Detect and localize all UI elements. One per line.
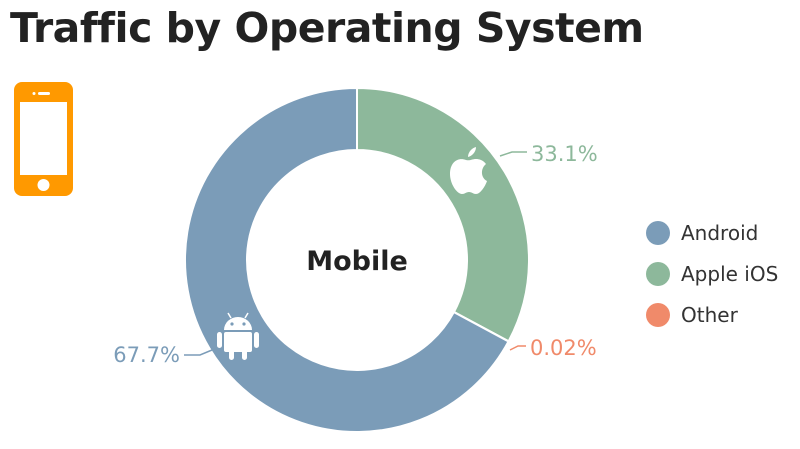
slice-android [184, 86, 510, 433]
legend-label: Android [681, 220, 759, 245]
slice-apple-ios [356, 86, 530, 343]
smartphone-icon [14, 82, 73, 196]
legend-swatch [646, 261, 670, 286]
legend-swatch [646, 220, 670, 245]
legend: Android Apple iOS Other [646, 212, 778, 335]
chart-title: Traffic by Operating System [10, 4, 644, 52]
apple-icon [450, 147, 487, 194]
ios-value-label: 33.1% [531, 142, 598, 166]
legend-label: Apple iOS [681, 261, 779, 286]
legend-label: Other [681, 302, 738, 327]
legend-item-other: Other [646, 294, 778, 335]
legend-swatch [646, 302, 670, 327]
other-leader-line [509, 345, 526, 351]
android-value-label: 67.7% [113, 343, 180, 367]
legend-item-android: Android [646, 212, 778, 253]
android-icon [217, 312, 259, 360]
android-leader-line [184, 349, 213, 356]
legend-item-apple-ios: Apple iOS [646, 253, 778, 294]
ios-leader-line [499, 151, 527, 157]
center-label: Mobile [306, 246, 408, 277]
other-value-label: 0.02% [530, 336, 597, 360]
